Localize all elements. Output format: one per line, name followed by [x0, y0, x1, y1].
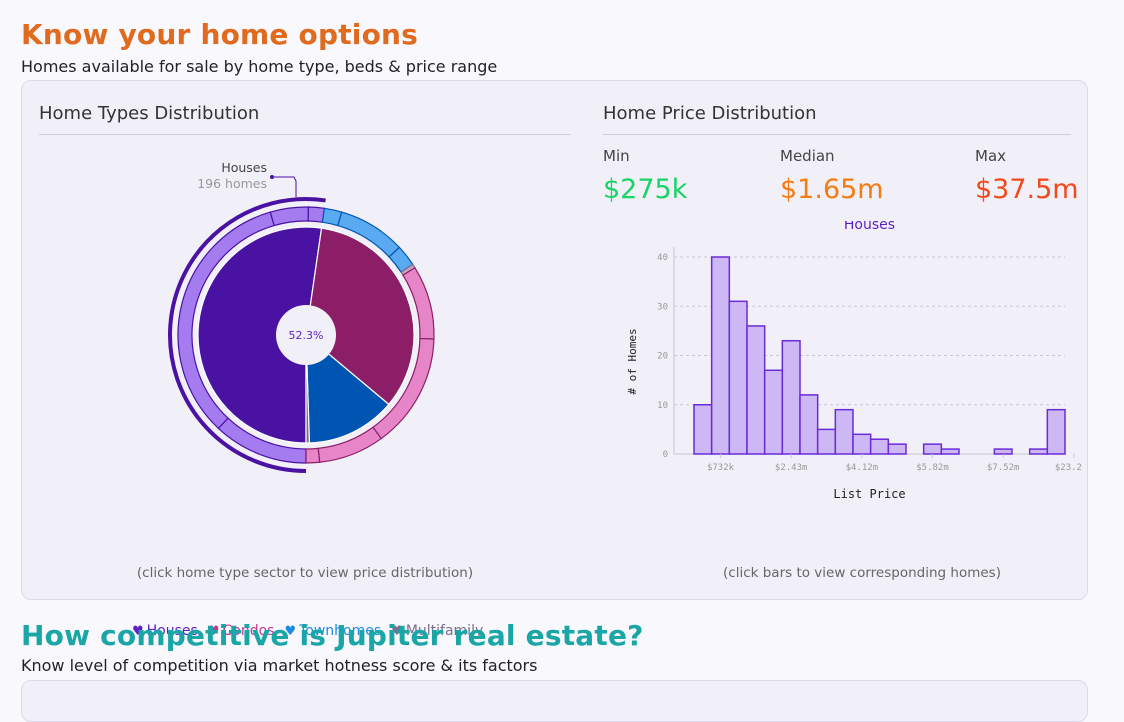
legend-label: Houses — [146, 623, 198, 639]
home-types-legend: ♥ Houses ♥ Condos ♥ Townhomes ♥ Multifamily — [132, 623, 493, 639]
price-dist-divider — [603, 134, 1071, 135]
x-tick-label: $23.25m — [1055, 463, 1082, 473]
legend-item-houses[interactable]: ♥ Houses — [132, 623, 198, 639]
x-tick-label: $5.82m — [916, 463, 949, 473]
histogram-bar[interactable] — [816, 428, 837, 455]
median-label: Median — [780, 147, 835, 165]
callout-count: 196 homes — [197, 176, 267, 191]
y-tick-label: 40 — [657, 253, 668, 263]
median-value: $1.65m — [780, 174, 884, 205]
histogram-bar[interactable] — [852, 433, 872, 455]
x-tick-label: $2.43m — [775, 463, 808, 473]
legend-label: Condos — [222, 623, 275, 639]
home-types-title: Home Types Distribution — [39, 103, 260, 124]
max-label: Max — [975, 147, 1007, 165]
x-tick-label: $4.12m — [846, 463, 879, 473]
legend-label: Townhomes — [299, 623, 382, 639]
section-title-competition: How competitive is Jupiter real estate? — [21, 619, 644, 652]
histogram-bar[interactable] — [763, 369, 784, 455]
histogram-bar[interactable] — [693, 404, 713, 455]
callout-line — [272, 176, 297, 197]
histogram-bar[interactable] — [710, 256, 731, 455]
histogram-bar[interactable] — [887, 443, 907, 455]
callout-dot — [270, 175, 274, 179]
histogram-bar[interactable] — [940, 448, 960, 455]
min-value: $275k — [603, 174, 688, 205]
tshirt-icon: ♥ — [284, 624, 297, 639]
tshirt-icon: ♥ — [132, 624, 144, 639]
price-histogram[interactable]: Houses 0 10 20 30 40 $732k $2.43m $4.12m $5.82m $7… — [592, 221, 1082, 566]
histogram-bar[interactable] — [1028, 448, 1049, 455]
callout-label: Houses — [221, 160, 267, 175]
legend-item-condos[interactable]: ♥ Condos — [208, 623, 275, 639]
y-axis-label: # of Homes — [626, 328, 639, 394]
legend-label: Multifamily — [405, 623, 484, 639]
histogram-bar[interactable] — [1046, 408, 1066, 455]
min-label: Min — [603, 147, 630, 165]
y-tick-label: 10 — [657, 401, 668, 411]
sector-condos[interactable] — [305, 227, 415, 406]
x-axis-label: List Price — [833, 487, 905, 501]
tshirt-icon: ♥ — [391, 624, 403, 639]
ring-segment-houses-2[interactable] — [269, 206, 310, 227]
price-dist-title: Home Price Distribution — [603, 103, 817, 124]
histogram-bar[interactable] — [834, 408, 854, 455]
y-tick-label: 0 — [663, 450, 668, 460]
ring-segment-condos-11[interactable] — [305, 447, 321, 464]
y-tick-label: 30 — [657, 302, 668, 312]
home-options-card: Home Types Distribution 52.3% Houses 196 h… — [21, 80, 1088, 639]
price-dist-hint: (click bars to view corresponding homes) — [723, 565, 1001, 581]
center-percent-label: 52.3% — [289, 329, 324, 342]
histogram-bar[interactable] — [799, 394, 819, 455]
legend-item-multifamily[interactable]: ♥ Multifamily — [391, 623, 483, 639]
y-tick-label: 20 — [657, 352, 668, 362]
houses-highlight-arc — [167, 197, 326, 473]
ring-segment-houses-3[interactable] — [307, 206, 326, 223]
tshirt-icon: ♥ — [207, 624, 220, 639]
histogram-bar[interactable] — [781, 339, 801, 455]
legend-item-townhomes[interactable]: ♥ Townhomes — [284, 623, 381, 639]
section-title-home-options: Know your home options — [21, 18, 419, 51]
histogram-bar[interactable] — [746, 325, 766, 455]
sector-townhomes[interactable] — [305, 333, 390, 444]
histogram-bar[interactable] — [922, 443, 943, 455]
sector-houses[interactable] — [197, 226, 323, 444]
sunburst-center — [276, 305, 336, 365]
histogram-bar[interactable] — [728, 300, 748, 455]
histogram-bar[interactable] — [869, 438, 890, 455]
max-value: $37.5m — [975, 174, 1079, 205]
home-types-hint: (click home type sector to view price di… — [136, 565, 474, 581]
x-tick-label: $732k — [707, 463, 735, 473]
histogram-title: Houses — [844, 221, 895, 233]
section-subtitle-competition: Know level of competition via market hot… — [21, 656, 538, 675]
histogram-bar[interactable] — [993, 448, 1013, 455]
competition-card — [21, 680, 1088, 722]
section-subtitle-home-options: Homes available for sale by home type, b… — [21, 57, 498, 76]
x-tick-label: $7.52m — [987, 463, 1020, 473]
home-types-divider — [39, 134, 571, 135]
